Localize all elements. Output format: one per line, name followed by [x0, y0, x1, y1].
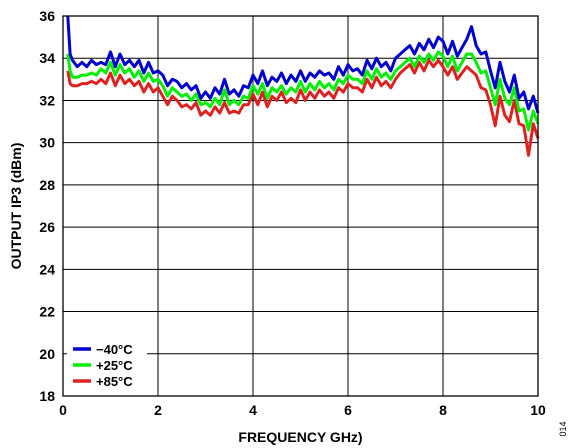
- x-tick-labels: 0 2 4 6 8 10: [59, 402, 546, 418]
- x-axis-label: FREQUENCY GHz): [238, 429, 362, 445]
- series-line: [66, 58, 540, 157]
- legend: −40°C+25°C+85°C: [67, 336, 147, 392]
- y-tick-label: 24: [39, 261, 55, 277]
- y-tick-label: 20: [39, 346, 55, 362]
- series-line: [66, 15, 540, 114]
- legend-label: +85°C: [96, 374, 133, 389]
- y-tick-label: 34: [39, 50, 55, 66]
- legend-label: +25°C: [96, 358, 133, 373]
- y-tick-label: 32: [39, 92, 55, 108]
- y-tick-labels: 18 20 22 24 26 28 30 32 34 36: [39, 8, 55, 404]
- y-tick-label: 36: [39, 8, 55, 24]
- y-tick-label: 28: [39, 177, 55, 193]
- y-axis-label: OUTPUT IP3 (dBm): [8, 143, 24, 270]
- x-tick-label: 4: [249, 402, 257, 418]
- x-tick-label: 2: [154, 402, 162, 418]
- y-tick-label: 22: [39, 304, 55, 320]
- figure-code: 014: [558, 421, 568, 436]
- grid-lines: [63, 16, 538, 396]
- y-tick-label: 18: [39, 388, 55, 404]
- x-tick-label: 8: [439, 402, 447, 418]
- x-tick-label: 0: [59, 402, 67, 418]
- plot-frame: [62, 15, 539, 397]
- series-lines: [66, 15, 540, 157]
- legend-label: −40°C: [96, 342, 133, 357]
- x-tick-label: 6: [344, 402, 352, 418]
- x-tick-label: 10: [530, 402, 546, 418]
- y-tick-label: 30: [39, 135, 55, 151]
- y-tick-label: 26: [39, 219, 55, 235]
- series-line: [66, 50, 540, 132]
